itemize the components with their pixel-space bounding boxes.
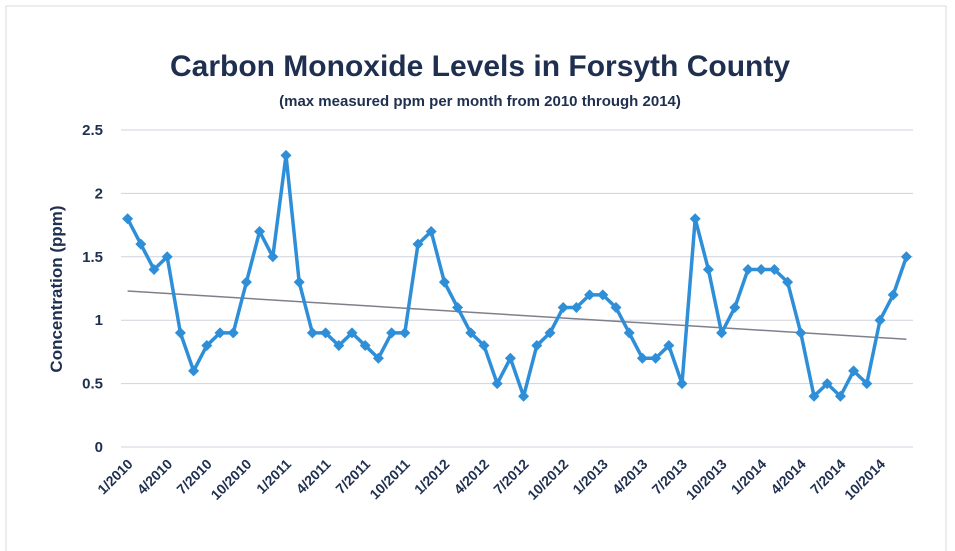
data-point bbox=[267, 251, 279, 263]
data-point bbox=[755, 263, 767, 275]
data-point bbox=[834, 390, 846, 402]
data-point bbox=[346, 327, 358, 339]
data-point bbox=[716, 327, 728, 339]
data-point bbox=[782, 276, 794, 288]
y-axis-label: Concentration (ppm) bbox=[47, 205, 66, 372]
data-point bbox=[570, 302, 582, 314]
data-point bbox=[610, 302, 622, 314]
y-tick-label: 0 bbox=[95, 439, 103, 456]
data-point bbox=[320, 327, 332, 339]
data-point bbox=[280, 149, 292, 161]
data-point bbox=[900, 251, 912, 263]
data-point bbox=[887, 289, 899, 301]
chart-title: Carbon Monoxide Levels in Forsyth County bbox=[170, 50, 790, 83]
data-point bbox=[148, 263, 160, 275]
data-point bbox=[584, 289, 596, 301]
chart-subtitle: (max measured ppm per month from 2010 th… bbox=[279, 93, 681, 110]
data-point bbox=[861, 378, 873, 390]
data-point bbox=[636, 352, 648, 364]
data-point bbox=[874, 314, 886, 326]
y-tick-label: 0.5 bbox=[82, 376, 103, 393]
data-point bbox=[438, 276, 450, 288]
data-point bbox=[504, 352, 516, 364]
data-point bbox=[214, 327, 226, 339]
data-point bbox=[306, 327, 318, 339]
y-tick-label: 1 bbox=[95, 312, 103, 329]
data-point bbox=[821, 378, 833, 390]
data-point bbox=[689, 213, 701, 225]
data-point bbox=[386, 327, 398, 339]
y-tick-label: 2 bbox=[95, 185, 103, 202]
data-point bbox=[702, 263, 714, 275]
trendline bbox=[127, 290, 907, 340]
data-point bbox=[425, 225, 437, 237]
data-point bbox=[544, 327, 556, 339]
data-point bbox=[293, 276, 305, 288]
data-point bbox=[795, 327, 807, 339]
data-point bbox=[676, 378, 688, 390]
data-point bbox=[848, 365, 860, 377]
y-tick-label: 2.5 bbox=[82, 122, 103, 139]
data-point bbox=[188, 365, 200, 377]
data-point bbox=[333, 340, 345, 352]
data-point bbox=[122, 213, 134, 225]
data-point bbox=[452, 302, 464, 314]
data-point bbox=[518, 390, 530, 402]
data-point bbox=[240, 276, 252, 288]
data-point bbox=[135, 238, 147, 250]
data-point bbox=[254, 225, 266, 237]
data-point bbox=[531, 340, 543, 352]
data-point bbox=[478, 340, 490, 352]
data-point bbox=[399, 327, 411, 339]
data-point bbox=[650, 352, 662, 364]
data-point bbox=[729, 302, 741, 314]
data-point bbox=[465, 327, 477, 339]
data-point bbox=[663, 340, 675, 352]
y-tick-label: 1.5 bbox=[82, 249, 103, 266]
data-point bbox=[227, 327, 239, 339]
data-point bbox=[359, 340, 371, 352]
data-point bbox=[161, 251, 173, 263]
data-point bbox=[557, 302, 569, 314]
data-point bbox=[372, 352, 384, 364]
data-point bbox=[491, 378, 503, 390]
data-point bbox=[201, 340, 213, 352]
data-point bbox=[412, 238, 424, 250]
data-point bbox=[174, 327, 186, 339]
data-point bbox=[623, 327, 635, 339]
data-point bbox=[742, 263, 754, 275]
data-point bbox=[768, 263, 780, 275]
data-point bbox=[808, 390, 820, 402]
data-point bbox=[597, 289, 609, 301]
